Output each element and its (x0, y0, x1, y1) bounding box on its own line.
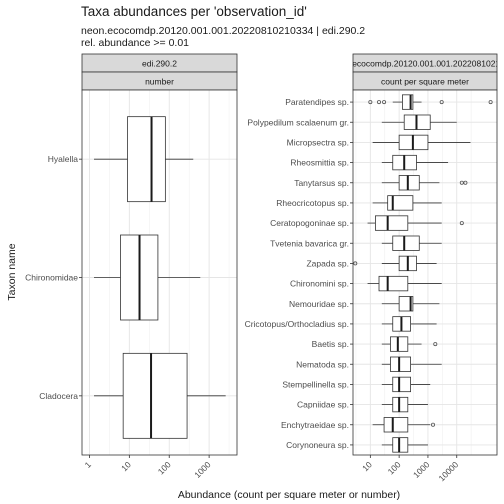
box-iqr (402, 94, 414, 110)
box-cricotopus-orthocladius-sp- (381, 316, 437, 332)
box-ceratopogoninae-sp- (367, 215, 464, 231)
y-tick-label: Enchytraeidae sp. (281, 420, 349, 430)
x-tick-label: 1 (83, 459, 94, 470)
box-nematoda-sp- (381, 356, 442, 372)
x-tick-label: 1000 (192, 459, 213, 480)
box-paratendipes-sp- (368, 94, 493, 110)
box-enchytraeidae-sp- (372, 417, 436, 433)
chart-subtitle-line2: rel. abundance >= 0.01 (81, 37, 189, 49)
box-nemouridae-sp- (381, 296, 440, 312)
x-tick-label: 1000 (411, 459, 432, 480)
y-tick-label: Ceratopogoninae sp. (270, 218, 349, 228)
box-iqr (378, 275, 409, 292)
y-tick-label: Micropsectra sp. (287, 137, 349, 147)
box-iqr (375, 215, 409, 231)
box-chironomidae (94, 234, 201, 321)
box-chironomini-sp- (367, 275, 442, 292)
outlier-point (488, 100, 493, 105)
y-tick-label: Rheocricotopus sp. (276, 198, 349, 208)
outlier-point (433, 342, 438, 347)
x-tick-label: 100 (156, 459, 173, 476)
strip-top-label: neon.ecocomdp.20120.001.001.202208102103… (331, 59, 504, 69)
y-tick-label: Nematoda sp. (296, 359, 349, 369)
strip-top-label: edi.290.2 (142, 59, 177, 69)
box-iqr (392, 235, 420, 251)
y-tick-label: Tanytarsus sp. (294, 178, 349, 188)
box-cladocera (94, 352, 226, 439)
outlier-point (439, 100, 444, 105)
box-iqr (390, 336, 409, 352)
y-tick-label: Corynoneura sp. (286, 440, 349, 450)
outlier-point (377, 100, 382, 105)
box-corynoneura-sp- (381, 437, 428, 453)
panel-border (352, 89, 498, 456)
right-panel: neon.ecocomdp.20120.001.001.202208102103… (245, 53, 504, 483)
x-tick-label: 100 (386, 459, 403, 476)
box-iqr (392, 376, 412, 393)
strip-bottom-label: number (145, 77, 174, 87)
outlier-point (431, 422, 436, 427)
box-polypedilum-scalaenum-gr- (381, 114, 457, 130)
y-tick-label: Chironomini sp. (290, 279, 349, 289)
y-tick-label: Paratendipes sp. (285, 97, 349, 107)
y-tick-label: Nemouridae sp. (289, 299, 349, 309)
y-tick-label: Cricotopus/Orthocladius sp. (245, 319, 349, 329)
y-tick-label: Polypedilum scalaenum gr. (247, 117, 349, 127)
box-iqr (390, 356, 412, 372)
x-tick-label: 10 (360, 459, 374, 473)
outlier-point (459, 221, 464, 226)
panel-border (81, 89, 238, 456)
box-micropsectra-sp- (372, 134, 471, 151)
y-tick-label: Hyalella (48, 154, 79, 164)
box-tanytarsus-sp- (381, 175, 468, 191)
y-tick-label: Capniidae sp. (297, 400, 349, 410)
box-hyalella (94, 116, 194, 203)
y-tick-label: Tvetenia bavarica gr. (270, 238, 349, 248)
box-rheosmittia-sp- (381, 154, 449, 171)
outlier-point (382, 100, 387, 105)
box-iqr (122, 352, 188, 439)
box-iqr (387, 195, 414, 211)
outlier-point (463, 180, 468, 185)
strip-bottom-label: count per square meter (381, 77, 469, 87)
y-tick-label: Baetis sp. (312, 339, 349, 349)
box-iqr (383, 417, 409, 433)
box-rheocricotopus-sp- (372, 195, 442, 211)
y-tick-label: Rheosmittia sp. (290, 158, 349, 168)
outlier-point (368, 100, 373, 105)
box-zapada-sp- (353, 255, 437, 272)
left-panel: edi.290.2 number Cladocera Chironomidae Hyal… (25, 53, 238, 480)
chart-subtitle-line1: neon.ecocomdp.20120.001.001.202208102103… (81, 25, 365, 37)
box-tvetenia-bavarica-gr- (381, 235, 442, 251)
panel-background (353, 90, 497, 455)
x-tick-label: 10 (119, 459, 133, 473)
box-capniidae-sp- (381, 396, 428, 413)
box-iqr (398, 296, 414, 312)
y-tick-label: Chironomidae (25, 273, 78, 283)
box-iqr (127, 116, 166, 203)
y-tick-label: Cladocera (39, 391, 78, 401)
outlier-point (353, 261, 358, 266)
x-tick-label: 10000 (436, 459, 460, 483)
box-iqr (392, 437, 409, 453)
chart-title: Taxa abundances per 'observation_id' (81, 4, 307, 19)
x-axis-label: Abundance (count per square meter or num… (178, 489, 400, 501)
box-iqr (392, 396, 409, 413)
box-baetis-sp- (381, 336, 438, 352)
y-tick-label: Zapada sp. (306, 258, 349, 268)
box-stempellinella-sp- (381, 376, 431, 393)
box-iqr (398, 175, 420, 191)
y-axis-label: Taxon name (6, 243, 18, 300)
y-tick-label: Stempellinella sp. (282, 379, 349, 389)
